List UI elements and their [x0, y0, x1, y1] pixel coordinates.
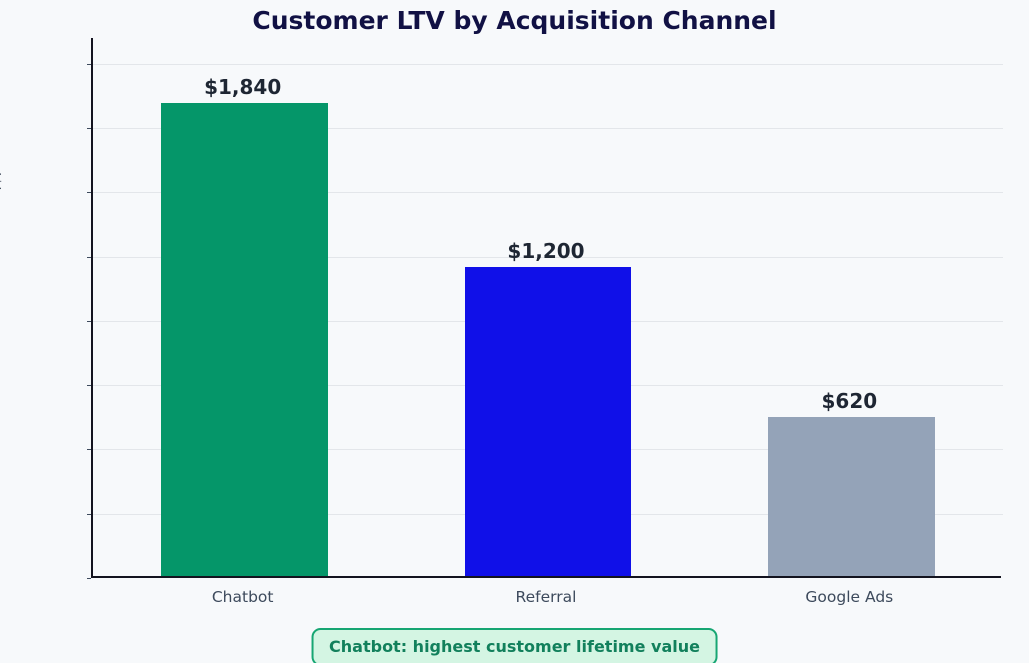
bar-google-ads[interactable]: [767, 416, 935, 576]
gridline: [93, 63, 1003, 65]
y-tick-mark: [87, 578, 91, 579]
gridline: [93, 128, 1003, 129]
x-tick-label: Google Ads: [805, 588, 894, 606]
y-tick-mark: [87, 63, 91, 65]
gridline: [93, 256, 1003, 258]
y-tick-mark: [87, 385, 91, 387]
y-axis-label: Customer Lifetime Value ($): [0, 170, 3, 388]
bar-value-label: $620: [821, 388, 878, 413]
bar-referral[interactable]: [464, 267, 632, 576]
y-tick-mark: [87, 320, 91, 322]
y-tick-mark: [87, 449, 91, 451]
y-tick-mark: [87, 513, 91, 515]
chart-title: Customer LTV by Acquisition Channel: [252, 6, 777, 35]
gridline: [93, 192, 1003, 194]
plot-area: [91, 38, 1003, 578]
x-tick-label: Referral: [515, 588, 577, 606]
bar-value-label: $1,840: [204, 74, 282, 99]
bar-chatbot[interactable]: [161, 102, 329, 576]
y-tick-mark: [87, 192, 91, 194]
annotation-badge: Chatbot: highest customer lifetime value: [311, 628, 718, 663]
y-tick-mark: [87, 256, 91, 258]
y-tick-mark: [87, 128, 91, 129]
bar-value-label: $1,200: [507, 239, 585, 264]
x-tick-label: Chatbot: [211, 588, 274, 606]
